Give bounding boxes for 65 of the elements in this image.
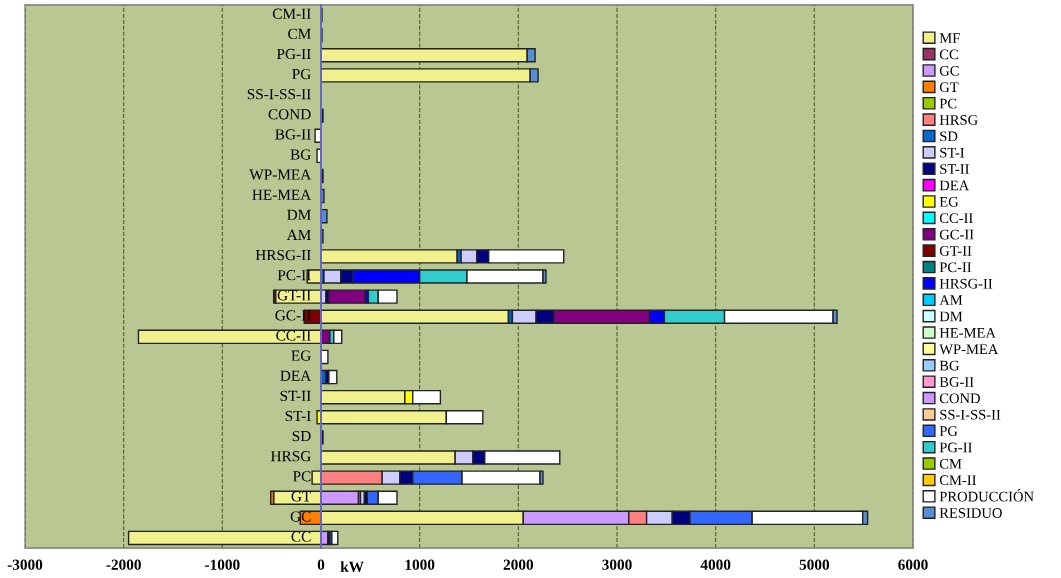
x-tick-label: -1000	[205, 559, 240, 570]
legend-label: GT-II	[939, 246, 972, 256]
legend-label: WP-MEA	[939, 344, 999, 355]
x-tick-label: 0	[317, 559, 325, 570]
legend-label: PG	[939, 426, 958, 436]
legend-label: HE-MEA	[939, 327, 996, 338]
x-tick-label: 4000	[700, 559, 731, 570]
legend-label: HRSG-II	[939, 278, 993, 289]
legend-label: ST-I	[940, 147, 965, 158]
y-tick-label: SS-I-SS-II	[247, 89, 311, 100]
y-tick-label: COND	[268, 109, 311, 120]
y-tick-label: HRSG-II	[255, 249, 311, 261]
y-tick-label: ST-I	[285, 410, 311, 422]
x-tick-label: -3000	[7, 559, 43, 570]
legend-label: EG	[939, 196, 959, 207]
x-tick-label: -2000	[106, 559, 141, 570]
legend-label: SS-I-SS-II	[940, 409, 1001, 420]
y-tick-label: WP-MEA	[249, 169, 312, 180]
y-tick-label: CM	[288, 28, 311, 39]
legend-label: DEA	[939, 180, 970, 191]
legend-label: GC	[939, 65, 959, 76]
legend-label: GT	[939, 82, 959, 93]
y-tick-label: EG	[291, 350, 311, 361]
y-tick-label: CM-II	[272, 8, 311, 19]
legend-label: COND	[939, 393, 980, 404]
y-tick-label: PG	[292, 68, 311, 80]
legend-label: PG-II	[939, 442, 972, 453]
y-tick-label: CC-II	[276, 330, 311, 341]
legend-label: BG	[939, 360, 960, 371]
y-tick-label: DM	[287, 209, 311, 220]
legend-label: BG-II	[939, 377, 974, 387]
legend-label: ST-II	[940, 164, 969, 174]
legend-label: CM	[939, 458, 962, 469]
legend-label: PC-II	[939, 262, 972, 273]
legend-label: AM	[939, 295, 963, 305]
legend-label: DM	[939, 311, 963, 322]
y-tick-label: HE-MEA	[252, 189, 312, 200]
x-tick-label: 3000	[602, 559, 632, 570]
legend-label: MF	[939, 33, 960, 43]
y-tick-label: DEA	[280, 370, 312, 381]
x-tick-label: 2000	[503, 559, 534, 570]
legend-label: RESIDUO	[939, 508, 1002, 518]
legend-label: CM-II	[939, 475, 976, 486]
y-tick-label: HRSG	[270, 451, 311, 462]
legend-label: PRODUCCIÓN	[939, 488, 1034, 502]
legend-label: HRSG	[939, 115, 978, 125]
legend-label: CC-II	[939, 213, 973, 224]
y-tick-label: AM	[286, 229, 311, 240]
y-tick-label: BG	[290, 149, 311, 160]
x-tick-label: 5000	[799, 559, 830, 570]
y-tick-label: PG-II	[276, 48, 311, 60]
legend-label: GC-II	[939, 229, 974, 240]
x-tick-label: 1000	[405, 559, 435, 570]
y-tick-label: CC	[291, 531, 311, 542]
x-axis-title: kW	[340, 561, 364, 572]
legend-label: SD	[940, 131, 958, 142]
y-tick-label: ST-II	[280, 390, 311, 401]
y-tick-label: GT	[291, 491, 312, 502]
legend-label: CC	[939, 49, 958, 60]
y-tick-label: GT-II	[277, 290, 311, 301]
x-tick-label: 6000	[898, 559, 928, 570]
y-tick-label: SD	[292, 430, 311, 442]
y-tick-label: PC	[293, 471, 311, 482]
y-tick-label: BG-II	[275, 129, 311, 140]
legend-label: PC	[939, 98, 957, 109]
